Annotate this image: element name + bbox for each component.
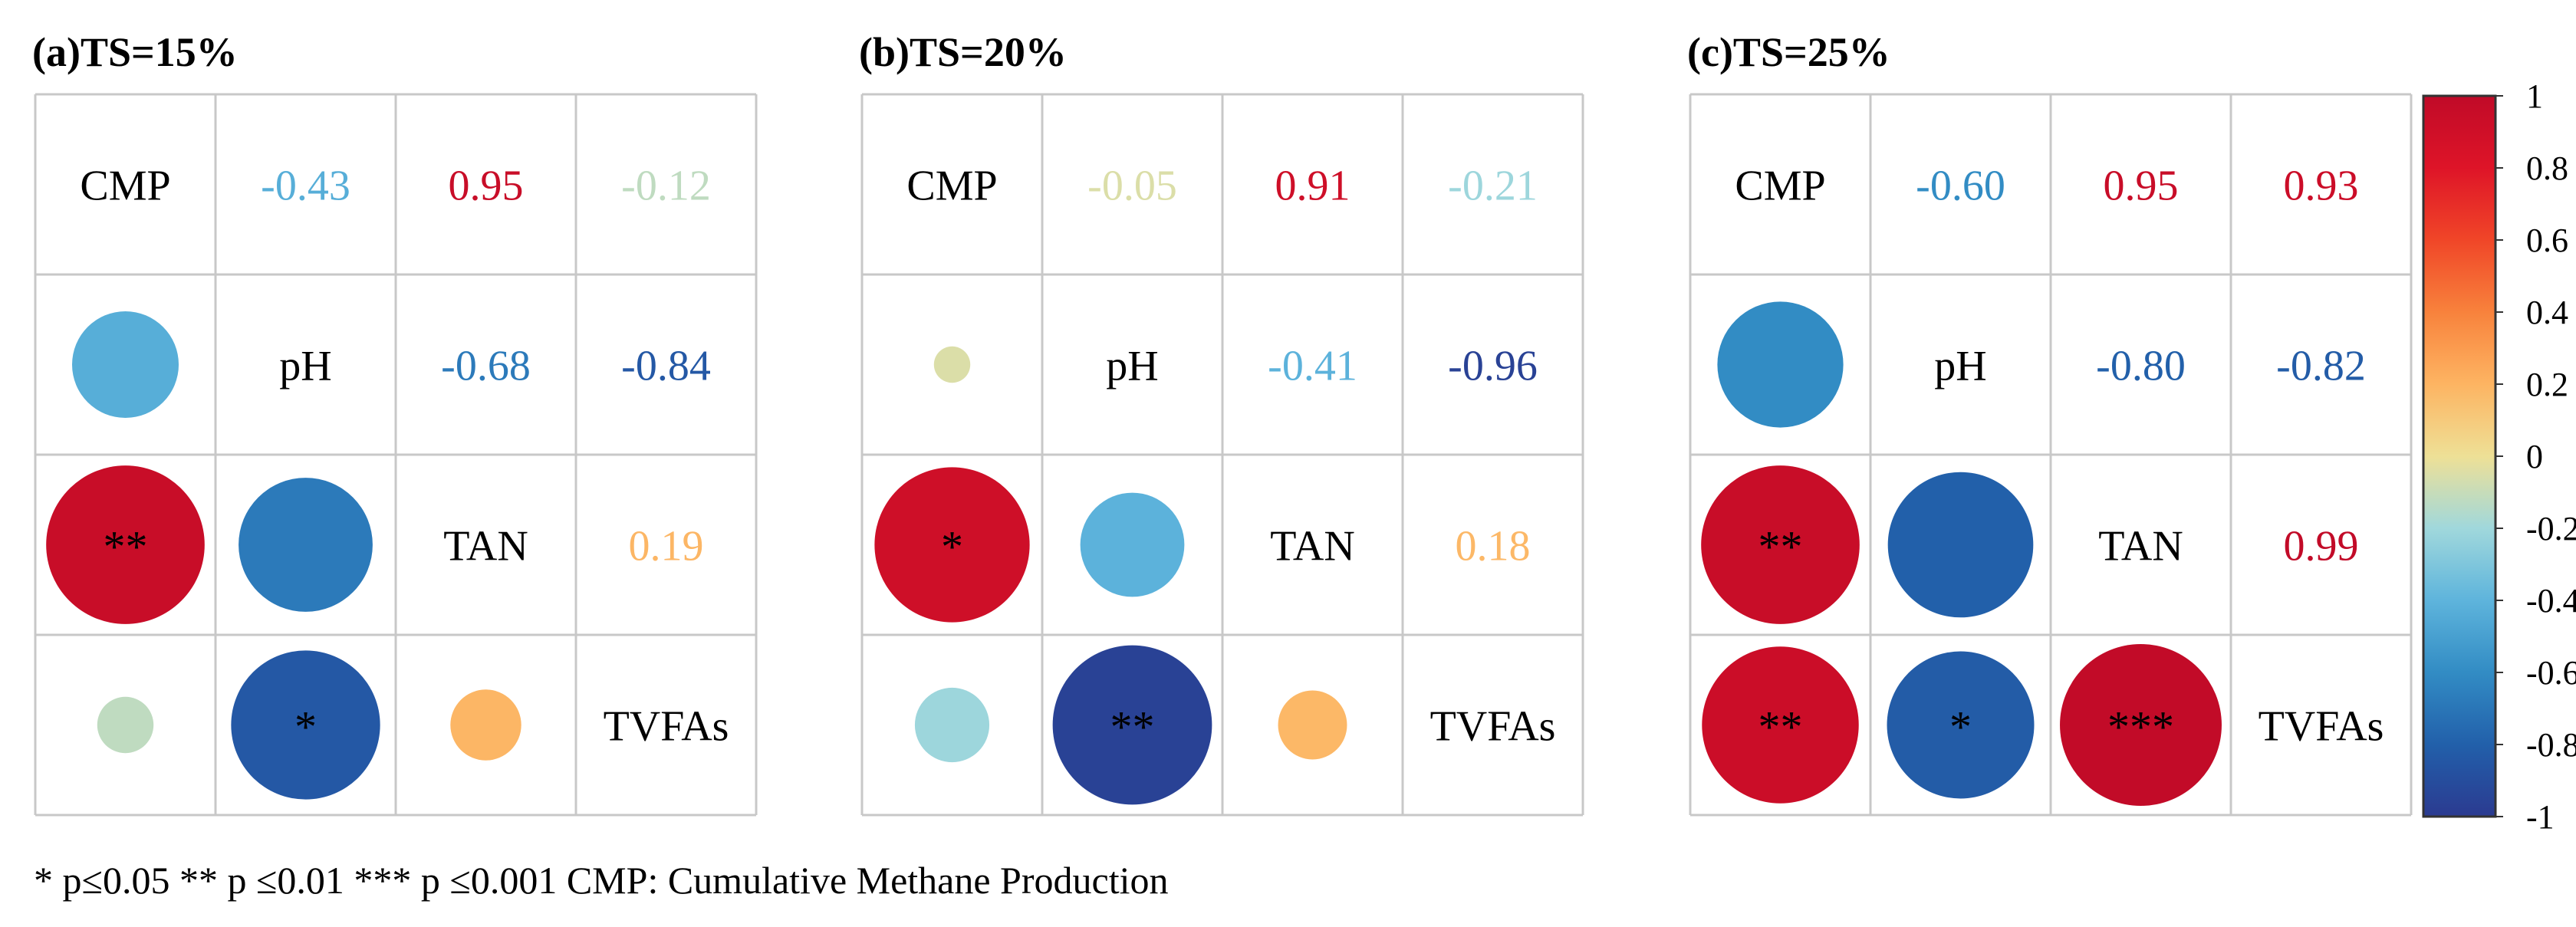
panel-title: (c)TS=25%	[1687, 29, 1890, 75]
colorbar-tick-label: -1	[2526, 798, 2555, 836]
significance-stars: **	[1758, 702, 1803, 752]
coefficient-label: 0.95	[2104, 163, 2179, 210]
panel-title: (a)TS=15%	[32, 29, 238, 75]
significance-stars: *	[1949, 702, 1972, 752]
coefficient-label: -0.12	[621, 163, 711, 210]
correlation-circle	[933, 346, 971, 383]
significance-stars: **	[1110, 702, 1155, 752]
correlation-circle	[1717, 301, 1844, 428]
correlation-circle	[1887, 472, 2034, 618]
colorbar-tick-label: 0.4	[2526, 294, 2568, 331]
significance-stars: **	[104, 522, 148, 572]
colorbar-tick-label: -0.2	[2526, 510, 2576, 547]
variable-label-cmp: CMP	[80, 163, 170, 210]
significance-stars: *	[294, 702, 317, 752]
panel-title: (b)TS=20%	[859, 29, 1067, 75]
correlation-circle	[914, 687, 990, 763]
coefficient-label: -0.43	[261, 163, 350, 210]
coefficient-label: 0.95	[449, 163, 524, 210]
significance-stars: ***	[2107, 702, 2174, 752]
correlation-circle	[46, 465, 205, 624]
coefficient-label: -0.68	[441, 343, 531, 390]
variable-label-ph: pH	[279, 343, 331, 390]
correlation-circle	[239, 478, 373, 612]
correlation-circle	[2060, 644, 2222, 806]
panel-3: (c)TS=25% CMP pH TAN TVFAs -0.60 0.95 ** 0.93 ** -…	[1687, 29, 2413, 817]
significance-stars: *	[941, 522, 963, 572]
correlation-circle	[1887, 651, 2035, 799]
panel-1: (a)TS=15% CMP pH TAN TVFAs -0.43 0.95 ** -0.12 -0…	[32, 29, 758, 817]
variable-label-tan: TAN	[1270, 523, 1355, 570]
colorbar-tick-label: -0.6	[2526, 654, 2576, 692]
coefficient-label: 0.19	[629, 523, 704, 570]
coefficient-label: -0.80	[2096, 343, 2186, 390]
coefficient-label: -0.41	[1268, 343, 1357, 390]
coefficient-label: -0.82	[2276, 343, 2366, 390]
correlation-circle	[231, 650, 380, 800]
colorbar-tick-label: 0	[2526, 438, 2543, 475]
variable-label-tan: TAN	[443, 523, 528, 570]
colorbar-tick-label: 0.2	[2526, 366, 2568, 403]
coefficient-label: -0.05	[1087, 163, 1177, 210]
variable-label-tvfas: TVFAs	[2259, 703, 2384, 751]
colorbar-tick-label: -0.8	[2526, 726, 2576, 764]
coefficient-label: 0.99	[2284, 523, 2359, 570]
correlation-circle	[71, 311, 179, 419]
variable-label-ph: pH	[1106, 343, 1158, 390]
correlation-circle	[97, 696, 154, 754]
panel-2: (b)TS=20% CMP pH TAN TVFAs -0.05 0.91 * -0.21 -0.…	[859, 29, 1584, 817]
variable-label-tvfas: TVFAs	[1430, 703, 1556, 751]
variable-label-tvfas: TVFAs	[604, 703, 729, 751]
colorbar-tick-label: 1	[2526, 77, 2543, 115]
coefficient-label: -0.96	[1448, 343, 1538, 390]
colorbar: 1 0.8 0.6 0.4 0.2 0 -0.2 -0.4 -0.6 -0.8 -1	[2422, 77, 2576, 836]
correlation-circle	[1278, 690, 1347, 760]
correlation-circle	[450, 689, 521, 761]
correlation-circle	[1701, 465, 1860, 624]
colorbar-tick-label: 0.6	[2526, 222, 2568, 259]
colorbar-gradient	[2422, 94, 2497, 818]
colorbar-tick-label: -0.4	[2526, 582, 2576, 620]
correlation-circle	[1702, 646, 1859, 804]
coefficient-label: -0.21	[1448, 163, 1538, 210]
coefficient-label: 0.93	[2284, 163, 2359, 210]
variable-label-ph: pH	[1934, 343, 1986, 390]
variable-label-tan: TAN	[2098, 523, 2183, 570]
coefficient-label: -0.84	[621, 343, 711, 390]
correlation-circle	[1052, 645, 1212, 805]
footnote: * p≤0.05 ** p ≤0.01 *** p ≤0.001 CMP: Cu…	[34, 859, 1169, 902]
variable-label-cmp: CMP	[1735, 163, 1825, 210]
variable-label-cmp: CMP	[906, 163, 997, 210]
correlation-circle	[1080, 492, 1185, 597]
coefficient-label: 0.18	[1456, 523, 1531, 570]
coefficient-label: -0.60	[1916, 163, 2005, 210]
colorbar-tick-label: 0.8	[2526, 150, 2568, 187]
coefficient-label: 0.91	[1275, 163, 1351, 210]
correlation-circle	[874, 467, 1030, 623]
significance-stars: **	[1758, 522, 1803, 572]
